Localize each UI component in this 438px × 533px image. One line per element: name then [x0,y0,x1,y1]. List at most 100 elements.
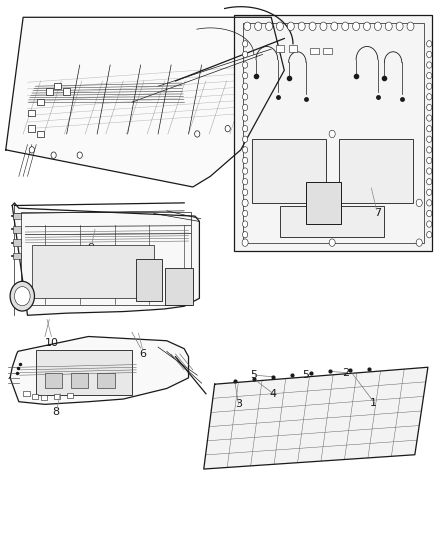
Circle shape [427,157,432,164]
Circle shape [427,221,432,227]
Bar [28,125,35,132]
Text: 5: 5 [251,370,257,380]
Circle shape [243,125,248,132]
Bar [13,239,21,246]
Circle shape [427,211,432,216]
Text: 10: 10 [44,338,58,349]
Bar [252,139,325,203]
Circle shape [427,168,432,174]
Circle shape [342,22,349,30]
Circle shape [243,211,248,216]
Circle shape [243,136,248,142]
Circle shape [320,22,327,30]
Circle shape [427,94,432,100]
Text: 2: 2 [342,368,349,377]
Bar [67,393,73,398]
Circle shape [427,115,432,121]
Bar [165,268,193,305]
Circle shape [427,62,432,68]
Circle shape [385,22,392,30]
FancyBboxPatch shape [234,14,432,251]
Bar [97,373,115,389]
Bar [46,88,53,95]
Bar [136,259,162,301]
Circle shape [243,83,248,90]
Circle shape [243,200,248,206]
Bar [23,391,30,397]
Bar [21,212,191,305]
Circle shape [243,221,248,227]
Circle shape [276,22,283,30]
Circle shape [427,231,432,238]
Circle shape [265,22,272,30]
Bar [13,213,21,219]
Circle shape [243,157,248,164]
Circle shape [287,22,294,30]
Circle shape [243,115,248,121]
Bar [71,373,88,389]
Circle shape [329,130,335,138]
Circle shape [396,22,403,30]
Bar [45,373,62,389]
Circle shape [298,22,305,30]
Text: 3: 3 [235,399,242,409]
Circle shape [427,200,432,206]
Text: 5: 5 [303,370,310,380]
Bar [53,394,60,399]
Bar [37,99,44,106]
Circle shape [427,41,432,47]
Circle shape [10,281,35,311]
Circle shape [194,131,200,137]
Polygon shape [204,367,428,469]
Bar [339,139,413,203]
Circle shape [427,51,432,58]
Text: 8: 8 [52,407,60,417]
Bar [280,206,385,237]
Text: 4: 4 [270,389,277,399]
Bar [28,110,35,116]
Circle shape [427,179,432,185]
Bar [323,48,332,54]
Text: 1: 1 [370,398,377,408]
Circle shape [244,22,251,30]
Bar [289,45,297,52]
Bar [243,22,424,243]
Bar [32,245,154,298]
Circle shape [243,62,248,68]
Circle shape [243,179,248,185]
Bar [37,131,44,137]
Circle shape [331,22,338,30]
Circle shape [243,189,248,196]
Circle shape [416,199,422,207]
Bar [306,182,341,224]
Circle shape [427,83,432,90]
Circle shape [243,72,248,79]
Circle shape [374,22,381,30]
Circle shape [309,22,316,30]
Bar [311,48,319,54]
Bar [13,226,21,232]
Circle shape [364,22,371,30]
Circle shape [353,22,360,30]
Circle shape [329,239,335,246]
Circle shape [243,104,248,111]
Bar [32,394,39,399]
Circle shape [427,104,432,111]
Circle shape [242,239,248,246]
Circle shape [427,136,432,142]
Circle shape [225,125,230,132]
Circle shape [427,125,432,132]
Bar [36,350,132,395]
Bar [63,88,70,95]
Circle shape [243,51,248,58]
Circle shape [51,152,56,158]
Circle shape [416,239,422,246]
Circle shape [14,287,30,306]
Bar [54,83,61,90]
Bar [13,253,21,259]
Text: 6: 6 [139,349,146,359]
Circle shape [243,168,248,174]
Circle shape [243,147,248,153]
Text: 7: 7 [374,208,381,219]
Polygon shape [10,336,188,405]
